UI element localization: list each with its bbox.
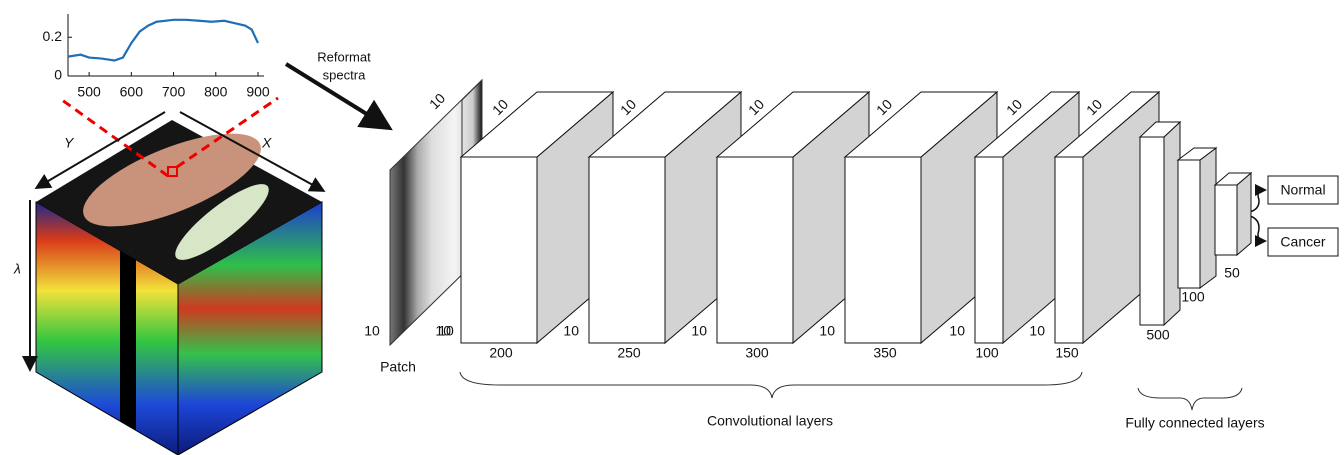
layer-front [717, 157, 793, 343]
layer-filters: 300 [745, 345, 769, 361]
layer-units: 50 [1224, 265, 1240, 281]
y-tick-label: 0.2 [43, 28, 63, 44]
layer-front [1140, 137, 1164, 325]
layer-filters: 100 [975, 345, 999, 361]
layer-side [1237, 173, 1251, 255]
spectrum-line [68, 20, 258, 61]
layer-filters: 200 [489, 345, 513, 361]
layer-height: 10 [949, 323, 965, 339]
layer-depth: 10 [617, 96, 639, 118]
layer-front [1178, 160, 1200, 288]
diagram: Y X λ Reformat spectra 10 10 10 Patch No… [0, 0, 1344, 455]
layer-front [589, 157, 665, 343]
layer-front [845, 157, 921, 343]
output-label: Normal [1280, 182, 1325, 198]
layer-height: 10 [691, 323, 707, 339]
layer-height: 10 [435, 323, 451, 339]
y-axis-label: Y [64, 135, 75, 151]
fc-label: Fully connected layers [1125, 415, 1264, 431]
layer-units: 100 [1181, 289, 1205, 305]
conv-label: Convolutional layers [707, 413, 833, 429]
x-tick-label: 800 [204, 84, 228, 100]
layer-units: 500 [1146, 327, 1170, 343]
patch-depth: 10 [426, 90, 448, 112]
reformat-label: Reformat [317, 49, 371, 64]
x-tick-label: 900 [246, 84, 270, 100]
layer-depth: 10 [489, 96, 511, 118]
layer-filters: 350 [873, 345, 897, 361]
x-tick-label: 600 [120, 84, 144, 100]
x-tick-label: 700 [162, 84, 186, 100]
patch-label: Patch [380, 359, 416, 375]
layer-height: 10 [563, 323, 579, 339]
x-tick-label: 500 [77, 84, 101, 100]
layer-height: 10 [1029, 323, 1045, 339]
layer-side [1200, 148, 1216, 288]
patch-height: 10 [364, 323, 380, 339]
layer-filters: 150 [1055, 345, 1079, 361]
layer-front [1055, 157, 1083, 343]
layer-front [1215, 185, 1237, 255]
wavelength-label: λ [13, 261, 21, 277]
hyperspectral-cube [30, 98, 322, 455]
layer-depth: 10 [873, 96, 895, 118]
layer-front [461, 157, 537, 343]
reformat-label: spectra [323, 67, 366, 82]
layer-depth: 10 [1003, 96, 1025, 118]
layer-depth: 10 [1083, 96, 1105, 118]
layer-height: 10 [819, 323, 835, 339]
layer-front [975, 157, 1003, 343]
x-axis-label: X [261, 135, 272, 151]
layer-filters: 250 [617, 345, 641, 361]
output-label: Cancer [1280, 234, 1325, 250]
y-tick-label: 0 [54, 67, 62, 83]
layer-depth: 10 [745, 96, 767, 118]
